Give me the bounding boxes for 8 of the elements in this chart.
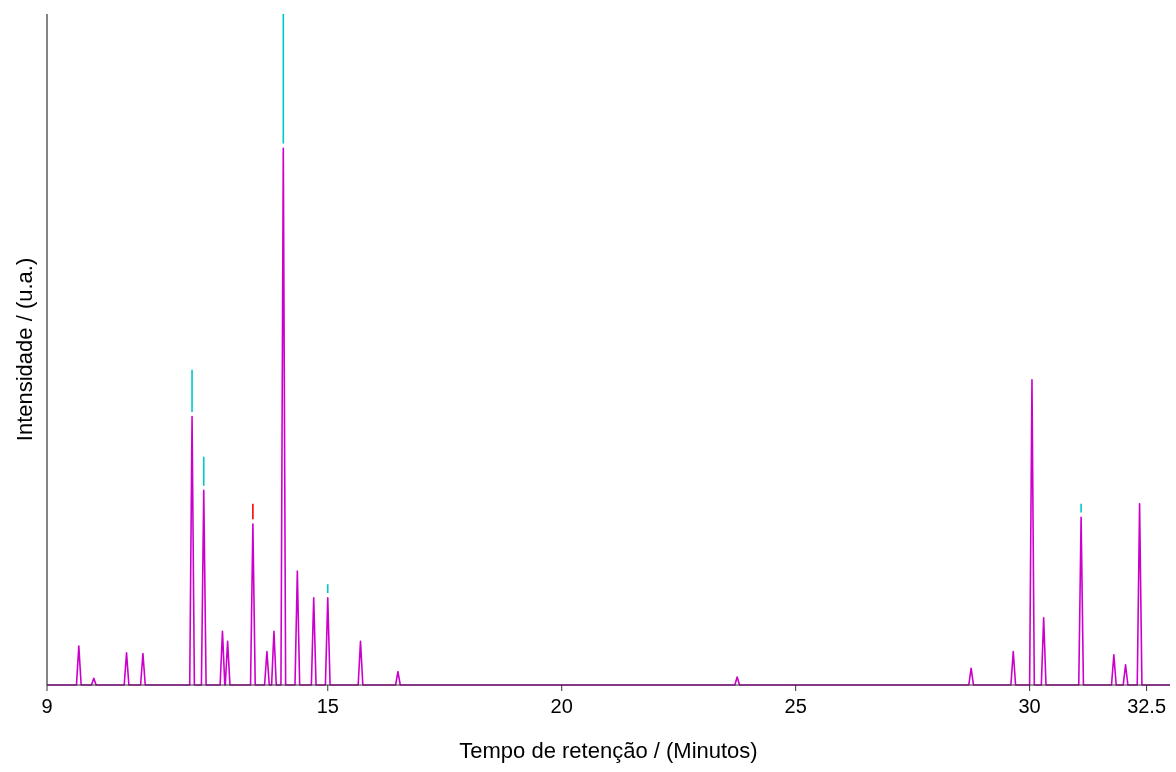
x-tick-label: 32.5 bbox=[1127, 695, 1167, 717]
x-tick-label: 15 bbox=[316, 695, 339, 717]
x-tick-label: 9 bbox=[41, 695, 53, 717]
y-axis-title: Intensidade / (u.a.) bbox=[12, 257, 37, 442]
x-tick-label: 30 bbox=[1018, 695, 1041, 717]
x-tick-label: 20 bbox=[550, 695, 573, 717]
x-axis-title: Tempo de retenção / (Minutos) bbox=[459, 738, 758, 763]
x-tick-label: 25 bbox=[784, 695, 807, 717]
